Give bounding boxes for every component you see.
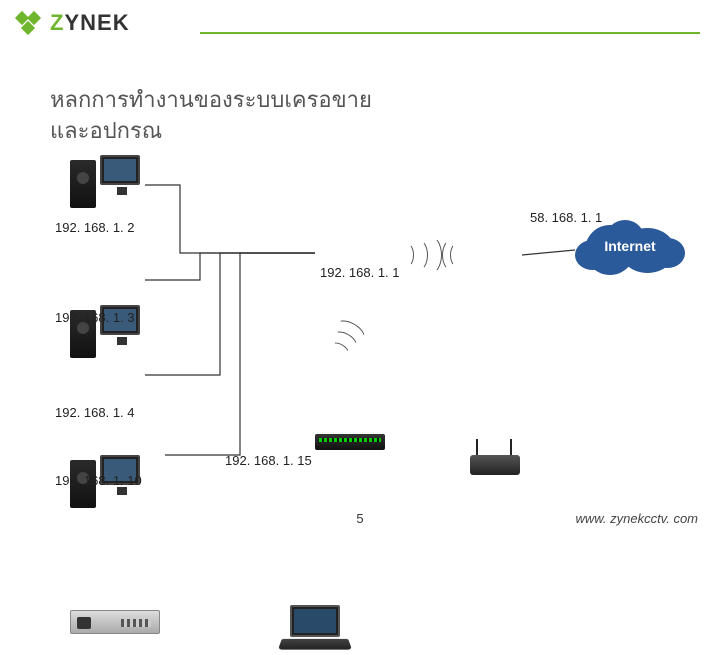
node-pc1 <box>70 155 140 210</box>
node-laptop <box>280 605 350 655</box>
brand-logo: ZYNEK <box>15 10 130 36</box>
page-title: หลกการทำงานของระบบเครอขาย และอปกรณ <box>50 85 372 147</box>
label-pc3: 192. 168. 1. 4 <box>55 405 135 420</box>
label-pc2: 192. 168. 1. 3 <box>55 310 135 325</box>
brand-name: ZYNEK <box>50 10 130 36</box>
title-line-2: และอปกรณ <box>50 116 372 147</box>
node-switch <box>315 434 385 450</box>
node-dvr <box>70 610 160 634</box>
label-dvr: 192. 168. 1. 10 <box>55 473 142 488</box>
header: ZYNEK <box>0 10 720 50</box>
title-line-1: หลกการทำงานของระบบเครอขาย <box>50 85 372 116</box>
header-divider <box>200 32 700 34</box>
logo-icon <box>15 11 45 35</box>
footer-url: www. zynekcctv. com <box>575 511 698 526</box>
node-cloud: Internet <box>575 220 685 275</box>
label-laptop: 192. 168. 1. 15 <box>225 453 312 468</box>
label-switch: 192. 168. 1. 1 <box>320 265 400 280</box>
cloud-label: Internet <box>575 238 685 254</box>
node-router <box>470 455 520 475</box>
network-diagram: 192. 168. 1. 2 192. 168. 1. 3 192. 168. … <box>0 155 720 500</box>
label-pc1: 192. 168. 1. 2 <box>55 220 135 235</box>
